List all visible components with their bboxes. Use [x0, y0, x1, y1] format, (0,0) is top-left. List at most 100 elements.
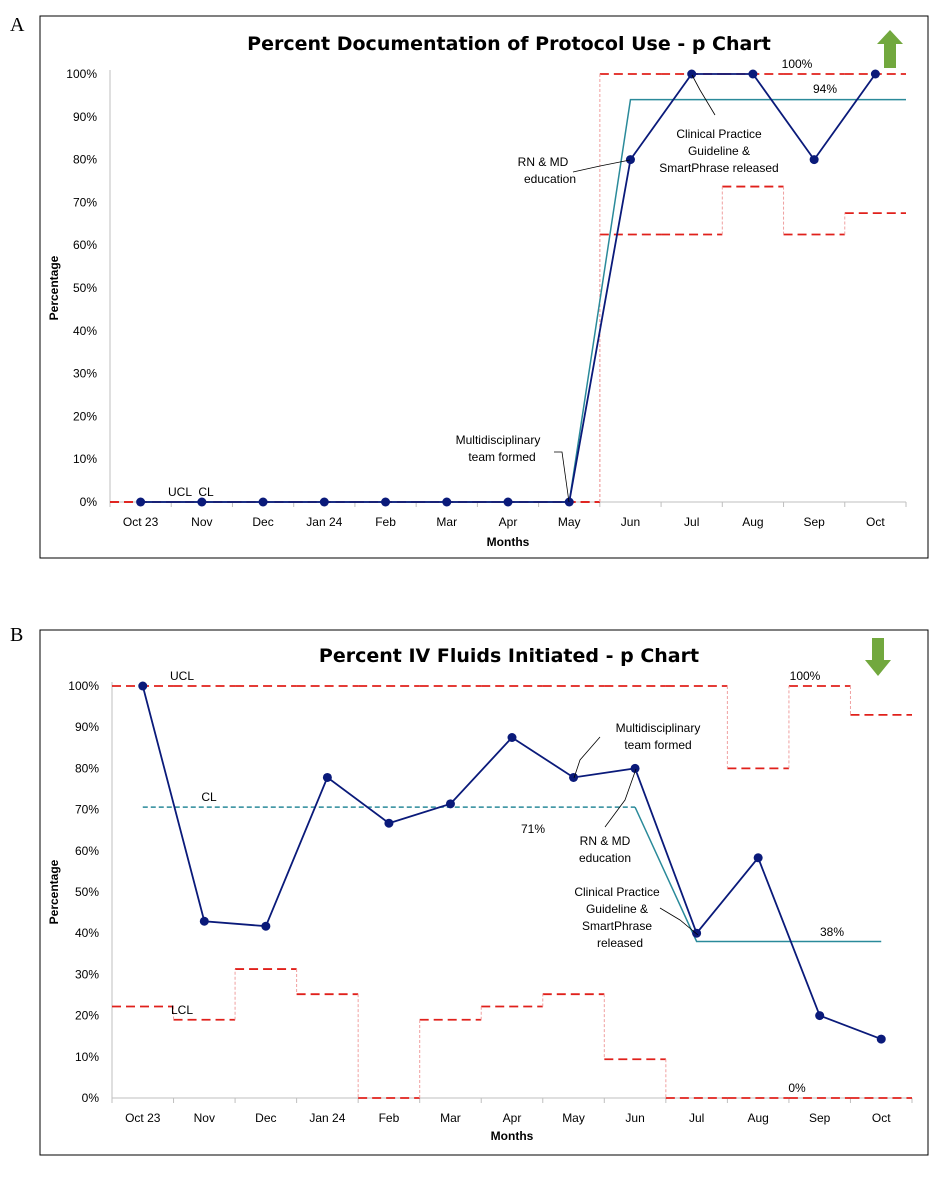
panel-b-annotation: Multidisciplinary — [616, 721, 701, 735]
panel-a-annotation: education — [524, 172, 576, 186]
panel-b-data-point — [384, 818, 394, 828]
panel-b-annotation: SmartPhrase — [582, 919, 652, 933]
panel-a-x-tick-label: Jun — [621, 515, 640, 529]
panel-a-data-point — [381, 497, 391, 507]
panel-letter-a: A — [10, 14, 25, 36]
panel-a-annotation: Multidisciplinary — [456, 433, 541, 447]
panel-b-y-tick-label: 100% — [68, 679, 99, 693]
panel-a-x-tick-label: May — [558, 515, 581, 529]
panel-b-annotation: 100% — [790, 669, 821, 683]
panel-a-data-point — [564, 497, 574, 507]
panel-a-y-tick-label: 20% — [73, 409, 97, 423]
panel-a-annotation: team formed — [468, 450, 535, 464]
panel-b-x-tick-label: May — [562, 1111, 585, 1125]
panel-a-y-tick-label: 10% — [73, 452, 97, 466]
panel-a-annotation: 94% — [813, 82, 837, 96]
panel-b-trend-arrow-down-icon — [865, 638, 891, 676]
panel-b-annotation: 38% — [820, 925, 844, 939]
panel-a-annotation: SmartPhrase released — [659, 161, 778, 175]
panel-a-x-tick-label: Aug — [742, 515, 763, 529]
panel-a-x-tick-label: Oct 23 — [123, 515, 159, 529]
panel-b-annotation: Guideline & — [586, 902, 648, 916]
panel-b-x-tick-label: Aug — [747, 1111, 768, 1125]
panel-a-x-tick-label: Apr — [499, 515, 518, 529]
panel-a-data-point — [687, 69, 697, 79]
panel-a-trend-arrow-up-icon — [877, 30, 903, 68]
panel-b-annotation: 71% — [521, 822, 545, 836]
panel-b-data-point — [630, 763, 640, 773]
panel-a-x-tick-label: Jan 24 — [306, 515, 342, 529]
panel-a-annotation: CL — [198, 485, 214, 499]
panel-b-data-point — [199, 916, 209, 926]
panel-b-data-point — [445, 799, 455, 809]
panel-b-data-point — [261, 921, 271, 931]
panel-a-x-tick-label: Sep — [803, 515, 825, 529]
panel-a-data-point — [503, 497, 513, 507]
panel-b-data-point — [692, 928, 702, 938]
panel-b-annotation: 0% — [788, 1081, 806, 1095]
panel-b-x-tick-label: Mar — [440, 1111, 461, 1125]
panel-a-data-point — [442, 497, 452, 507]
panel-a-annotation-leader — [691, 74, 716, 116]
panel-a-y-tick-label: 40% — [73, 324, 97, 338]
panel-a-data-point — [870, 69, 880, 79]
panel-b-annotation: Clinical Practice — [574, 885, 660, 899]
panel-a-x-tick-label: Feb — [375, 515, 396, 529]
panel-b-annotation: released — [597, 936, 643, 950]
panel-b-x-axis-title: Months — [491, 1129, 534, 1143]
panel-b-data-point — [138, 681, 148, 691]
panel-b-y-tick-label: 70% — [75, 803, 99, 817]
panel-b-x-tick-label: Jun — [625, 1111, 644, 1125]
panel-a-frame — [39, 15, 929, 559]
panel-a-x-tick-label: Oct — [866, 515, 885, 529]
panel-a-annotation: Clinical Practice — [676, 127, 762, 141]
panel-b-x-tick-label: Sep — [809, 1111, 831, 1125]
panel-b-x-tick-label: Jan 24 — [309, 1111, 345, 1125]
panel-b-data-point — [507, 733, 517, 742]
panel-a-annotation-leader — [572, 159, 631, 173]
panel-b-data-point — [322, 772, 332, 782]
panel-a-y-tick-label: 90% — [73, 110, 97, 124]
panel-b-annotation-leader — [659, 907, 699, 936]
panel-b-y-tick-label: 50% — [75, 885, 99, 899]
panel-letter-b: B — [10, 624, 24, 646]
panel-a-y-tick-label: 60% — [73, 238, 97, 252]
panel-b-center-line-shift — [634, 806, 882, 943]
panel-b-y-tick-label: 10% — [75, 1050, 99, 1064]
panel-a-x-axis-title: Months — [487, 535, 530, 549]
panel-b-x-tick-label: Feb — [379, 1111, 400, 1125]
panel-b-y-axis-title: Percentage — [47, 859, 61, 924]
panel-b-y-tick-label: 0% — [82, 1091, 100, 1105]
panel-a-annotation-leader — [554, 451, 570, 503]
panel-b-annotation: LCL — [171, 1003, 193, 1017]
panel-b-x-tick-label: Oct — [872, 1111, 891, 1125]
panel-a-data-point — [319, 497, 329, 507]
panel-b-annotation: RN & MD — [580, 834, 631, 848]
panel-a-annotation: Guideline & — [688, 144, 750, 158]
panel-a-annotation: 100% — [782, 57, 813, 71]
panel-b-x-tick-label: Oct 23 — [125, 1111, 161, 1125]
panel-a-data-point — [809, 155, 819, 165]
panel-b-y-tick-label: 80% — [75, 761, 99, 775]
panel-b-annotation-leader — [573, 736, 601, 779]
panel-b-y-tick-label: 90% — [75, 720, 99, 734]
panel-b-annotation: CL — [201, 790, 217, 804]
panel-a-data-point — [136, 497, 146, 507]
panel-b-data-point — [753, 853, 763, 863]
panel-b-x-tick-label: Dec — [255, 1111, 276, 1125]
panel-a-y-tick-label: 30% — [73, 367, 97, 381]
panel-a-x-tick-label: Nov — [191, 515, 212, 529]
panel-b-y-tick-label: 30% — [75, 967, 99, 981]
panel-a-x-tick-label: Mar — [436, 515, 457, 529]
panel-a-y-tick-label: 70% — [73, 195, 97, 209]
panel-a-data-point — [748, 69, 758, 79]
panel-a-data-point — [197, 497, 207, 507]
panel-b-data-point — [569, 772, 579, 782]
panel-b-y-tick-label: 20% — [75, 1009, 99, 1023]
panel-a-y-tick-label: 80% — [73, 153, 97, 167]
panel-b-y-tick-label: 40% — [75, 926, 99, 940]
panel-b-x-tick-label: Apr — [503, 1111, 522, 1125]
panel-a-annotation: RN & MD — [518, 155, 569, 169]
panel-b-annotation-leader — [604, 768, 637, 828]
panel-a-annotation: UCL — [168, 485, 192, 499]
